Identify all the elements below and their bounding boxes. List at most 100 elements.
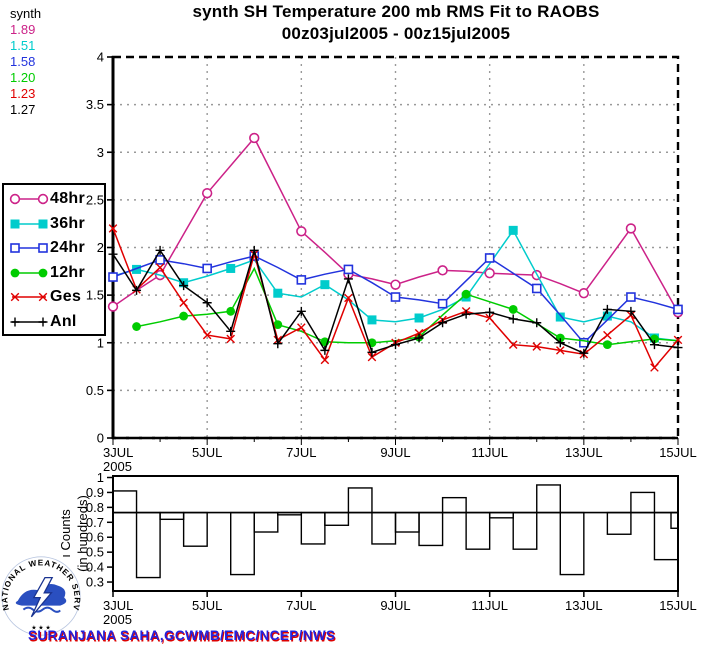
marker-plus xyxy=(485,307,495,317)
marker-open-circle xyxy=(390,279,401,290)
count-bar xyxy=(394,511,420,533)
main-grid xyxy=(113,57,678,438)
bar-x-tick-label: 5JUL xyxy=(192,598,222,613)
marker-plus xyxy=(296,306,306,316)
marker-plus xyxy=(414,333,424,343)
logo-lightning xyxy=(30,576,54,618)
marker-plus xyxy=(367,347,377,357)
marker-filled-circle xyxy=(461,289,471,299)
marker-plus xyxy=(202,298,212,308)
main-x-year-label: 2005 xyxy=(103,459,132,474)
bar-x-tick-label: 13JUL xyxy=(565,598,603,613)
count-bar xyxy=(465,511,491,550)
marker-x xyxy=(508,340,518,349)
marker-plus xyxy=(508,314,518,324)
series-24hr xyxy=(108,251,683,348)
count-bar xyxy=(230,511,255,576)
marker-plus xyxy=(391,340,400,350)
marker-filled-square xyxy=(226,263,236,273)
marker-open-circle xyxy=(107,301,119,312)
marker-open-square xyxy=(202,263,212,274)
marker-open-circle xyxy=(625,223,637,234)
count-bar xyxy=(135,511,161,579)
marker-plus xyxy=(343,274,353,284)
marker-x xyxy=(179,298,188,308)
bar-x-tick-label: 9JUL xyxy=(380,598,410,613)
main-x-tick-label: 9JUL xyxy=(380,445,410,460)
marker-filled-square xyxy=(602,311,612,321)
main-y-tick-label: 3.5 xyxy=(86,97,104,112)
legend-label: 12hr xyxy=(50,263,85,281)
bar-y-tick-label: 0.7 xyxy=(86,515,104,530)
main-x-tick-label: 3JUL xyxy=(103,445,133,460)
legend: 48hr 36hr 24hr 12hr Ges Anl xyxy=(2,183,106,336)
marker-open-circle xyxy=(484,268,495,279)
marker-filled-square xyxy=(38,219,48,229)
marker-filled-square xyxy=(273,288,283,298)
marker-filled-circle xyxy=(602,340,612,350)
marker-filled-square xyxy=(132,264,142,274)
marker-open-square xyxy=(343,264,354,275)
marker-x xyxy=(155,263,165,272)
marker-open-square xyxy=(296,275,307,285)
marker-plus xyxy=(273,339,283,349)
legend-item-12hr: 12hr xyxy=(8,261,104,286)
legend-label: Ges xyxy=(50,288,82,306)
marker-open-circle xyxy=(201,188,213,199)
marker-filled-circle xyxy=(508,305,518,314)
marker-plus xyxy=(132,285,142,295)
marker-x xyxy=(367,352,377,362)
legend-item-36hr: 36hr xyxy=(8,212,104,237)
main-y-tick-label: 3 xyxy=(97,145,104,160)
bar-y-tick-label: 0.5 xyxy=(86,545,104,560)
count-bar xyxy=(182,511,208,547)
marker-x xyxy=(108,224,118,233)
main-y-tick-label: 0 xyxy=(97,431,104,446)
bar-ylabel-line1: ı Counts xyxy=(58,509,73,558)
bar-y-tick-label: 0.3 xyxy=(86,575,104,590)
count-bar xyxy=(536,484,561,514)
nws-logo: NATIONAL WEATHER SERVICE ★ ★ ★ xyxy=(1,556,81,636)
marker-filled-square xyxy=(414,313,424,323)
main-x-tick-label: 11JUL xyxy=(471,445,508,460)
marker-plus xyxy=(226,326,236,336)
marker-filled-circle xyxy=(38,268,48,278)
marker-x xyxy=(297,323,306,332)
marker-plus xyxy=(155,245,165,255)
legend-item-48hr: 48hr xyxy=(8,187,104,212)
series-12hr xyxy=(132,266,679,350)
series-line-12hr xyxy=(136,266,679,346)
marker-plus xyxy=(555,338,565,348)
marker-plus xyxy=(179,281,189,291)
marker-plus xyxy=(108,249,118,259)
count-bar xyxy=(324,511,350,526)
chart-title-block: synth SH Temperature 200 mb RMS Fit to R… xyxy=(113,2,679,44)
count-bar xyxy=(371,511,397,545)
count-bar xyxy=(112,490,138,514)
legend-label: 24hr xyxy=(50,239,85,257)
marker-plus xyxy=(579,348,589,358)
marker-open-circle xyxy=(296,226,307,237)
marker-plus xyxy=(320,345,330,355)
marker-open-circle xyxy=(37,194,49,205)
legend-item-ges: Ges xyxy=(8,285,104,310)
marker-open-square xyxy=(579,337,589,348)
count-bar xyxy=(159,511,185,521)
bar-ylabel-line2: (in hundreds) xyxy=(75,495,90,572)
open-circle-icon xyxy=(9,194,49,205)
marker-x xyxy=(202,330,212,340)
count-bar xyxy=(512,511,538,550)
bar-chart xyxy=(107,475,679,597)
marker-plus xyxy=(673,343,683,353)
marker-open-circle xyxy=(578,288,590,299)
main-y-tick-label: 0.5 xyxy=(86,383,104,398)
credit-line: SURANJANA SAHA,GCWMB/EMC/NCEP/NWS xyxy=(28,628,336,643)
marker-plus xyxy=(602,304,612,314)
marker-x xyxy=(10,292,20,302)
bar-x-year-label: 2005 xyxy=(103,612,132,627)
chart-date-range: 00z03jul2005 - 00z15jul2005 xyxy=(281,24,511,43)
series-Anl xyxy=(108,245,683,358)
marker-x xyxy=(532,342,542,351)
corner-stat-value: 1.89 xyxy=(10,22,36,37)
